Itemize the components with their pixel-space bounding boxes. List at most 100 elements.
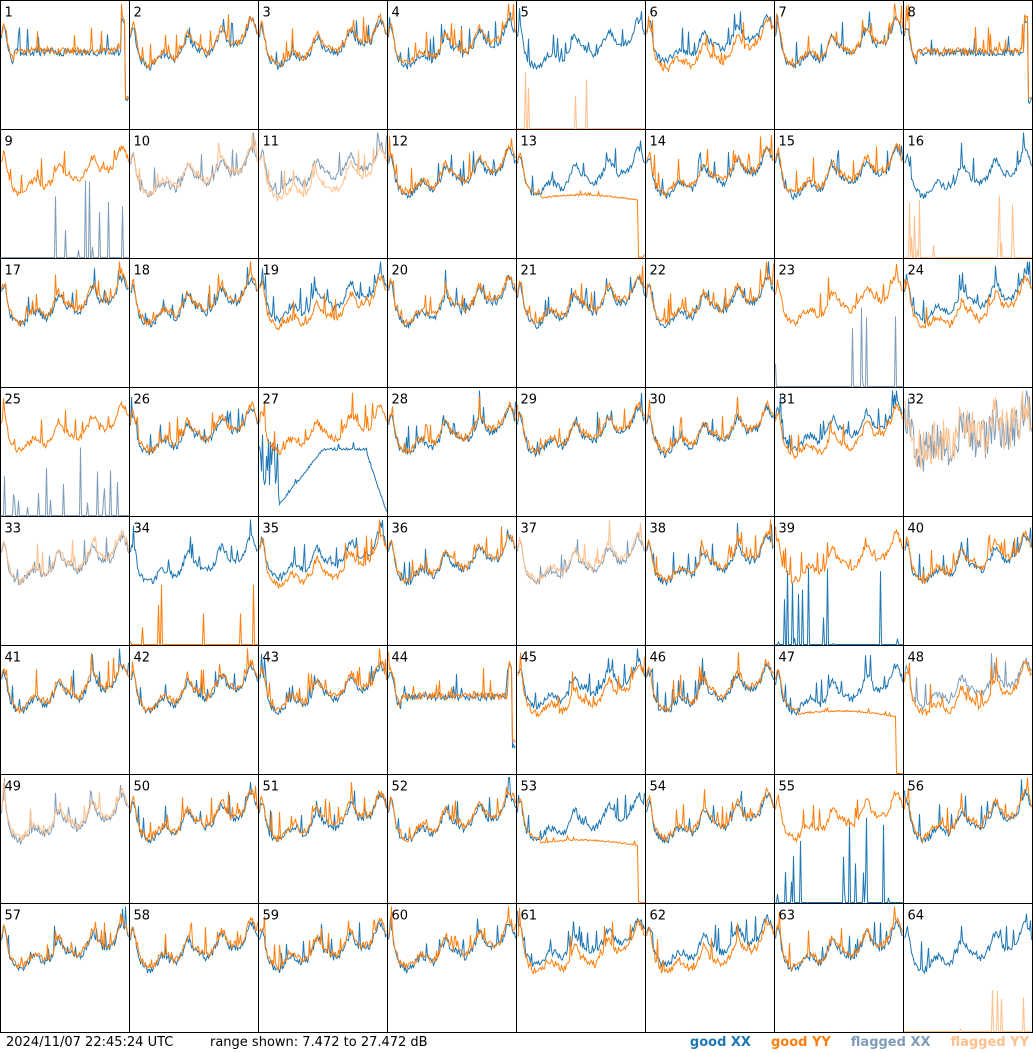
panel-17: 17 <box>0 258 130 388</box>
panel-37: 37 <box>516 516 646 646</box>
series-yy-line <box>646 652 774 713</box>
series-yy-line <box>904 989 1032 1032</box>
series-yy-line <box>259 392 387 455</box>
series-xx-line <box>775 144 903 201</box>
series-yy-line <box>259 648 387 712</box>
panel-36: 36 <box>387 516 517 646</box>
panel-frame <box>774 387 904 517</box>
panel-10: 10 <box>129 129 259 259</box>
series-yy-line <box>130 916 258 970</box>
series-yy-line <box>130 648 258 713</box>
series-yy-line <box>130 401 258 455</box>
series-xx-line <box>904 653 1032 711</box>
panel-49: 49 <box>0 774 130 904</box>
panel-label: 59 <box>263 909 280 924</box>
panel-label: 24 <box>908 264 925 279</box>
series-yy-line <box>259 916 387 972</box>
series-yy-line <box>1 528 129 586</box>
series-yy-line <box>1 398 129 454</box>
series-xx-line <box>1 17 129 101</box>
panel-54: 54 <box>645 774 775 904</box>
legend-flagged-xx: flagged XX <box>850 1035 931 1050</box>
panel-frame <box>387 645 517 775</box>
panel-29: 29 <box>516 387 646 517</box>
panel-label: 39 <box>779 522 796 537</box>
panel-58: 58 <box>129 903 259 1033</box>
panel-57: 57 <box>0 903 130 1033</box>
panel-frame <box>645 258 775 388</box>
series-yy-line <box>517 907 645 975</box>
series-xx-line <box>388 147 516 200</box>
series-yy-line <box>1 145 129 197</box>
legend-flagged-yy: flagged YY <box>950 1035 1030 1050</box>
series-xx-line <box>904 913 1032 975</box>
panel-2: 2 <box>129 0 259 130</box>
panel-28: 28 <box>387 387 517 517</box>
panel-3: 3 <box>258 0 388 130</box>
panel-21: 21 <box>516 258 646 388</box>
panel-label: 35 <box>263 522 280 537</box>
panel-52: 52 <box>387 774 517 904</box>
series-xx-line <box>1 447 129 516</box>
panel-38: 38 <box>645 516 775 646</box>
panel-label: 46 <box>650 651 667 666</box>
series-yy-line <box>904 195 1032 258</box>
legend: good XX good YY flagged XX flagged YY <box>690 1034 1029 1051</box>
series-xx-line <box>517 531 645 586</box>
series-xx-line <box>904 132 1032 199</box>
series-yy-line <box>517 152 645 259</box>
series-xx-line <box>259 17 387 71</box>
panel-18: 18 <box>129 258 259 388</box>
panel-frame <box>774 903 904 1033</box>
panel-1: 1 <box>0 0 130 130</box>
panel-45: 45 <box>516 645 646 775</box>
series-yy-line <box>517 72 645 129</box>
panel-50: 50 <box>129 774 259 904</box>
series-yy-line <box>1 3 129 101</box>
panel-label: 56 <box>908 780 925 795</box>
panel-label: 4 <box>392 6 400 21</box>
series-xx-line <box>259 920 387 974</box>
panel-11: 11 <box>258 129 388 259</box>
series-xx-line <box>517 8 645 71</box>
series-yy-line <box>259 274 387 331</box>
panel-label: 28 <box>392 393 409 408</box>
panel-frame <box>258 774 388 904</box>
panel-label: 16 <box>908 135 925 150</box>
series-yy-line <box>775 402 903 460</box>
panel-label: 1 <box>5 6 13 21</box>
panel-label: 10 <box>134 135 151 150</box>
panel-label: 41 <box>5 651 22 666</box>
panel-frame <box>258 258 388 388</box>
panel-frame <box>516 0 646 130</box>
series-yy-line <box>130 14 258 69</box>
panel-frame <box>516 903 646 1033</box>
series-xx-line <box>259 519 387 582</box>
panel-32: 32 <box>903 387 1033 517</box>
panel-label: 44 <box>392 651 409 666</box>
series-yy-line <box>259 782 387 842</box>
series-yy-line <box>130 132 258 197</box>
series-yy-line <box>646 396 774 456</box>
series-xx-line <box>775 307 903 387</box>
panel-63: 63 <box>774 903 904 1033</box>
series-yy-line <box>775 789 903 844</box>
panel-61: 61 <box>516 903 646 1033</box>
panel-label: 8 <box>908 6 916 21</box>
panel-label: 29 <box>521 393 538 408</box>
panel-7: 7 <box>774 0 904 130</box>
panel-label: 27 <box>263 393 280 408</box>
series-xx-line <box>259 434 387 512</box>
panel-label: 31 <box>779 393 796 408</box>
series-xx-line <box>1 906 129 972</box>
panel-frame <box>129 516 259 646</box>
series-xx-line <box>646 658 774 713</box>
series-yy-line <box>517 265 645 325</box>
panel-8: 8 <box>903 0 1033 130</box>
panel-frame <box>258 0 388 130</box>
panel-frame <box>258 129 388 259</box>
series-yy-line <box>646 786 774 843</box>
panel-23: 23 <box>774 258 904 388</box>
panel-frame <box>0 258 130 388</box>
